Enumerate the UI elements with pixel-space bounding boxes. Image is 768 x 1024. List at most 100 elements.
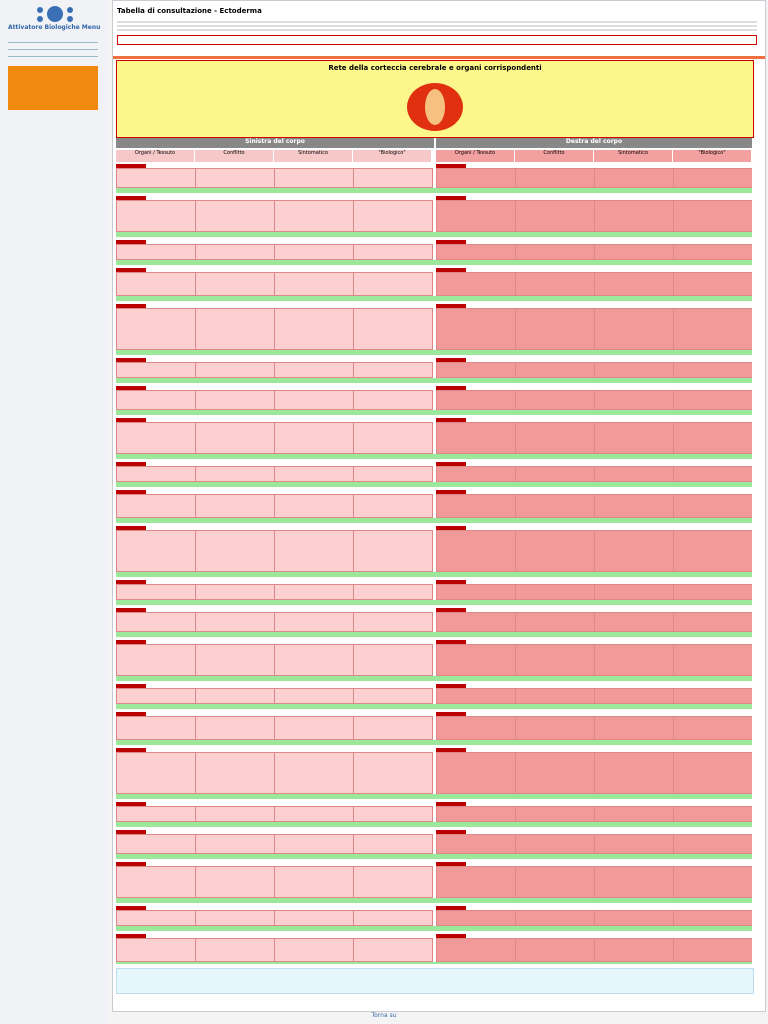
row-label [436, 684, 466, 688]
row-label [116, 196, 146, 200]
column-header: Organi / Tessuto [116, 150, 194, 162]
cell [116, 938, 196, 962]
cell [673, 422, 752, 454]
row-label [436, 748, 466, 752]
cell [515, 530, 595, 572]
cell [673, 466, 752, 482]
cell [594, 362, 674, 378]
cell [116, 612, 196, 632]
menu-line [8, 52, 98, 57]
cell [515, 834, 595, 854]
cell [274, 584, 354, 600]
text-line [117, 25, 757, 27]
cell [116, 530, 196, 572]
cell [436, 806, 516, 822]
cell [673, 866, 752, 898]
cell [594, 910, 674, 926]
cell [195, 752, 275, 794]
cell [274, 866, 354, 898]
cell [515, 272, 595, 296]
column-header: Conflitto [515, 150, 593, 162]
cell [515, 612, 595, 632]
cell [353, 494, 433, 518]
cell [353, 244, 433, 260]
cell [594, 752, 674, 794]
cell [436, 752, 516, 794]
divider [113, 56, 765, 59]
cell [195, 688, 275, 704]
note-bar [116, 350, 752, 355]
cell [436, 644, 516, 676]
row-label [116, 490, 146, 494]
cell [515, 362, 595, 378]
row-label [116, 268, 146, 272]
row-label [116, 802, 146, 806]
cell [673, 688, 752, 704]
cell [594, 168, 674, 188]
note-bar [116, 572, 752, 577]
cell [515, 390, 595, 410]
cell [515, 716, 595, 740]
cell [673, 390, 752, 410]
cell [515, 308, 595, 350]
row-label [116, 608, 146, 612]
column-header: "Biologico" [673, 150, 751, 162]
cell [436, 422, 516, 454]
cell [436, 168, 516, 188]
cell [673, 938, 752, 962]
cell [274, 200, 354, 232]
cell [353, 806, 433, 822]
row-label [436, 358, 466, 362]
row-label [116, 386, 146, 390]
cell [353, 834, 433, 854]
cell [274, 612, 354, 632]
note-bar [116, 704, 752, 709]
cell [116, 168, 196, 188]
cell [353, 168, 433, 188]
cell [274, 688, 354, 704]
cell [594, 834, 674, 854]
row-label [436, 418, 466, 422]
cell [436, 584, 516, 600]
note-bar [116, 260, 752, 265]
cell [515, 200, 595, 232]
note-bar [116, 232, 752, 237]
note-bar [116, 794, 752, 799]
cell [195, 530, 275, 572]
note-bar [116, 454, 752, 459]
cell [673, 530, 752, 572]
cell [274, 362, 354, 378]
cell [195, 466, 275, 482]
cell [436, 938, 516, 962]
cell [353, 910, 433, 926]
cell [515, 866, 595, 898]
note-bar [116, 296, 752, 301]
cell [274, 308, 354, 350]
cell [673, 834, 752, 854]
row-label [436, 830, 466, 834]
note-bar [116, 676, 752, 681]
note-bar [116, 378, 752, 383]
cell [515, 806, 595, 822]
column-header: "Biologico" [353, 150, 431, 162]
cell [673, 494, 752, 518]
cell [195, 910, 275, 926]
cell [116, 644, 196, 676]
cell [673, 272, 752, 296]
cell [274, 244, 354, 260]
cell [195, 494, 275, 518]
cell [594, 644, 674, 676]
cell [353, 390, 433, 410]
row-label [116, 712, 146, 716]
menu [8, 38, 98, 59]
cell [673, 200, 752, 232]
row-label [436, 240, 466, 244]
cell [673, 612, 752, 632]
row-label [436, 164, 466, 168]
cell [274, 644, 354, 676]
cell [195, 272, 275, 296]
column-headers: Organi / Tessuto Conflitto Sintomatico "Bio… [116, 150, 752, 162]
row-label [436, 608, 466, 612]
cell [274, 530, 354, 572]
page-title: Tabella di consultazione - Ectoderma [117, 7, 262, 15]
